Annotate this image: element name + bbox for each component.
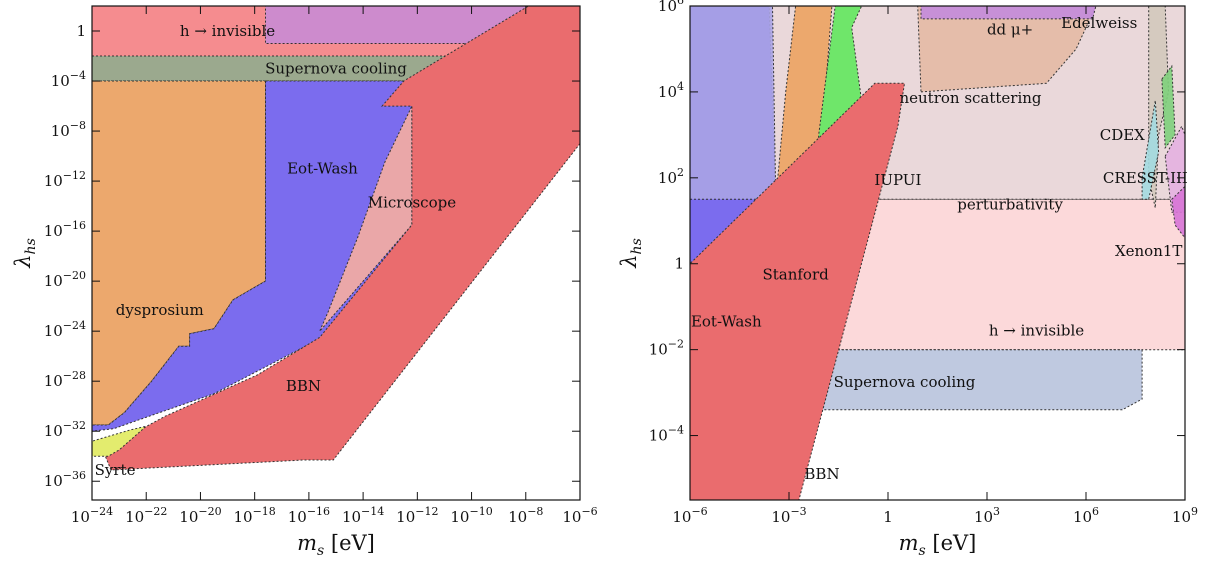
label-xenon: Xenon1T — [1115, 242, 1182, 260]
label-bbn: BBN — [286, 377, 321, 395]
y-tick-label: 10−12 — [44, 169, 86, 190]
label-microscope: Microscope — [368, 193, 456, 211]
label-eot-wash: Eot-Wash — [691, 313, 762, 331]
y-tick-label: 1 — [674, 255, 684, 273]
x-axis-label: ms [eV] — [899, 531, 977, 559]
x-tick-label: 10−14 — [342, 505, 384, 526]
x-tick-label: 10−22 — [125, 505, 167, 526]
left-chart: h → invisible Supernova cooling dysprosium… — [11, 6, 598, 559]
x-tick-label: 106 — [1073, 505, 1099, 526]
label-perturbativity: perturbativity — [957, 195, 1063, 213]
label-edelweiss: Edelweiss — [1061, 14, 1137, 32]
label-bbn: BBN — [804, 465, 839, 483]
y-tick-label: 102 — [658, 166, 684, 187]
x-tick-label: 10−24 — [71, 505, 113, 526]
label-iupui: IUPUI — [874, 171, 921, 189]
x-tick-label: 10−16 — [288, 505, 330, 526]
y-tick-label: 10−20 — [44, 269, 86, 290]
y-tick-label: 1 — [76, 22, 86, 40]
right-chart: h → invisible perturbativity Supernova coo… — [617, 0, 1198, 559]
x-tick-label: 10−20 — [179, 505, 221, 526]
y-axis-label: λhs — [11, 238, 39, 269]
label-h-invisible: h → invisible — [180, 22, 275, 40]
x-tick-label: 103 — [974, 505, 1000, 526]
y-tick-label: 10−28 — [44, 369, 86, 390]
x-tick-label: 10−10 — [450, 505, 492, 526]
label-supernova: Supernova cooling — [834, 373, 976, 391]
y-tick-label: 106 — [658, 0, 684, 15]
label-cdex: CDEX — [1100, 126, 1145, 144]
label-eot-wash: Eot-Wash — [287, 160, 358, 178]
label-supernova: Supernova cooling — [265, 60, 407, 78]
y-tick-label: 10−36 — [44, 469, 86, 490]
y-tick-label: 10−8 — [51, 119, 86, 140]
y-tick-label: 10−4 — [51, 69, 86, 90]
x-tick-label: 10−6 — [672, 505, 707, 526]
label-syrte: Syrte — [95, 461, 136, 479]
region-eot-wash-upper — [690, 6, 776, 199]
x-tick-label: 10−12 — [396, 505, 438, 526]
y-tick-label: 10−16 — [44, 219, 86, 240]
label-h-invisible: h → invisible — [989, 321, 1084, 339]
y-tick-label: 10−32 — [44, 419, 86, 440]
label-dd-mu: dd μ+ — [987, 21, 1033, 39]
label-neutron: neutron scattering — [899, 89, 1041, 107]
y-tick-label: 10−2 — [649, 338, 684, 359]
x-axis-label: ms [eV] — [297, 531, 375, 559]
y-tick-label: 104 — [658, 80, 684, 101]
x-tick-label: 10−3 — [771, 505, 806, 526]
x-tick-label: 10−18 — [234, 505, 276, 526]
y-tick-label: 10−4 — [649, 424, 684, 445]
label-dysprosium: dysprosium — [116, 301, 204, 319]
label-cresst: CRESST-III — [1103, 169, 1188, 187]
y-axis-label: λhs — [617, 238, 645, 269]
x-tick-label: 10−8 — [508, 505, 543, 526]
x-tick-label: 109 — [1172, 505, 1198, 526]
x-tick-label: 10−6 — [562, 505, 597, 526]
y-tick-label: 10−24 — [44, 319, 86, 340]
label-stanford: Stanford — [762, 265, 829, 283]
x-tick-label: 1 — [883, 508, 893, 526]
